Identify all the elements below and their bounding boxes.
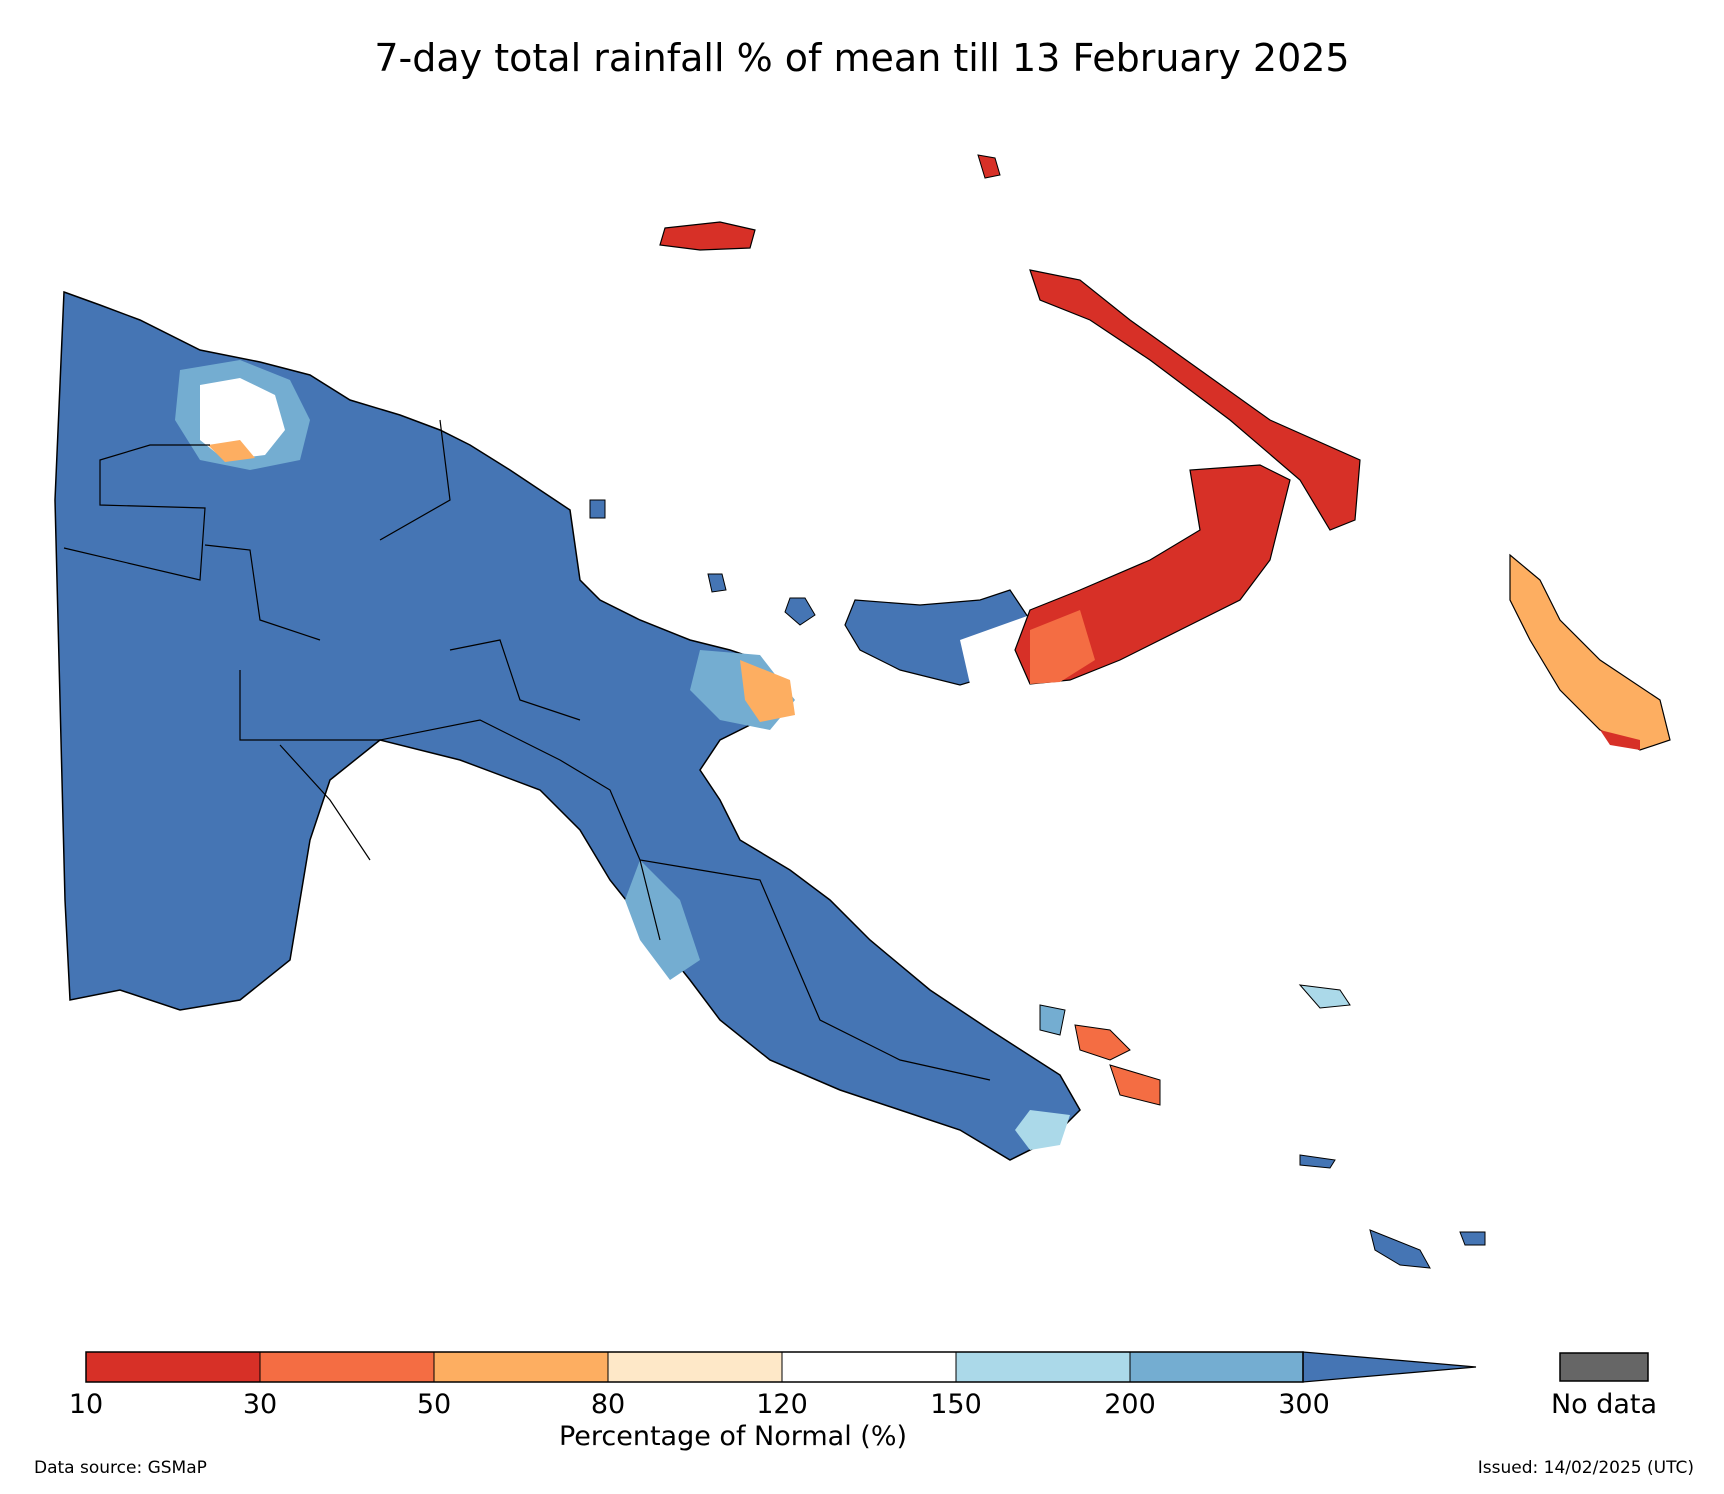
- colorbar-tick-label: 150: [930, 1389, 982, 1420]
- milne-bay-island-2: [1039, 1004, 1066, 1036]
- colorbar-bin: [433, 1351, 609, 1383]
- bougainville: [1509, 553, 1671, 751]
- colorbar-label: Percentage of Normal (%): [559, 1421, 907, 1452]
- colorbar-extend-arrow: [1302, 1351, 1477, 1383]
- manus-island: [659, 221, 756, 251]
- long-island: [707, 573, 727, 593]
- colorbar-tick-label: 50: [417, 1389, 451, 1420]
- colorbar-bin: [259, 1351, 435, 1383]
- milne-bay-island-4: [1299, 1154, 1336, 1169]
- colorbar-tick-label: 300: [1278, 1389, 1330, 1420]
- no-data-label: No data: [1551, 1389, 1657, 1420]
- no-data-swatch: [1559, 1352, 1649, 1382]
- mainland-region: [54, 290, 1081, 1161]
- colorbar-tick-label: 30: [243, 1389, 277, 1420]
- colorbar-tick-label: 10: [69, 1389, 103, 1420]
- mainland-patch-6: [625, 860, 700, 980]
- issued-date-note: Issued: 14/02/2025 (UTC): [1477, 1458, 1694, 1478]
- island-north: [977, 154, 1001, 179]
- colorbar-bin: [85, 1351, 261, 1383]
- colorbar-tick-label: 200: [1104, 1389, 1156, 1420]
- colorbar-frame: [85, 1351, 1304, 1383]
- milne-bay-island-3: [1109, 1064, 1161, 1106]
- karkar-island: [784, 597, 816, 626]
- mainland-patch-3: [208, 440, 255, 462]
- mainland-patch-7: [1015, 1110, 1070, 1150]
- colorbar-bin: [607, 1351, 783, 1383]
- mainland-patch-2: [200, 378, 285, 460]
- colorbar-bin: [1129, 1351, 1305, 1383]
- new-britain-east-edge: [1030, 610, 1095, 684]
- new-britain-mid: [960, 615, 1040, 685]
- new-ireland: [1029, 269, 1361, 531]
- map-title: 7-day total rainfall % of mean till 13 F…: [374, 36, 1350, 80]
- province-borders: [63, 419, 991, 1081]
- colorbar-tick-label: 80: [591, 1389, 625, 1420]
- milne-bay-island-6: [1459, 1231, 1486, 1246]
- colorbar-tick-label: 120: [756, 1389, 808, 1420]
- colorbar-bin: [955, 1351, 1131, 1383]
- trobriand-island: [1298, 984, 1351, 1009]
- mainland-patch-5: [740, 660, 795, 722]
- data-source-note: Data source: GSMaP: [34, 1458, 207, 1478]
- milne-bay-island-1: [1074, 1024, 1131, 1061]
- milne-bay-island-5: [1369, 1229, 1431, 1269]
- island-west-north: [589, 499, 606, 519]
- colorbar-bin: [781, 1351, 957, 1383]
- bougainville-tip: [1600, 730, 1640, 750]
